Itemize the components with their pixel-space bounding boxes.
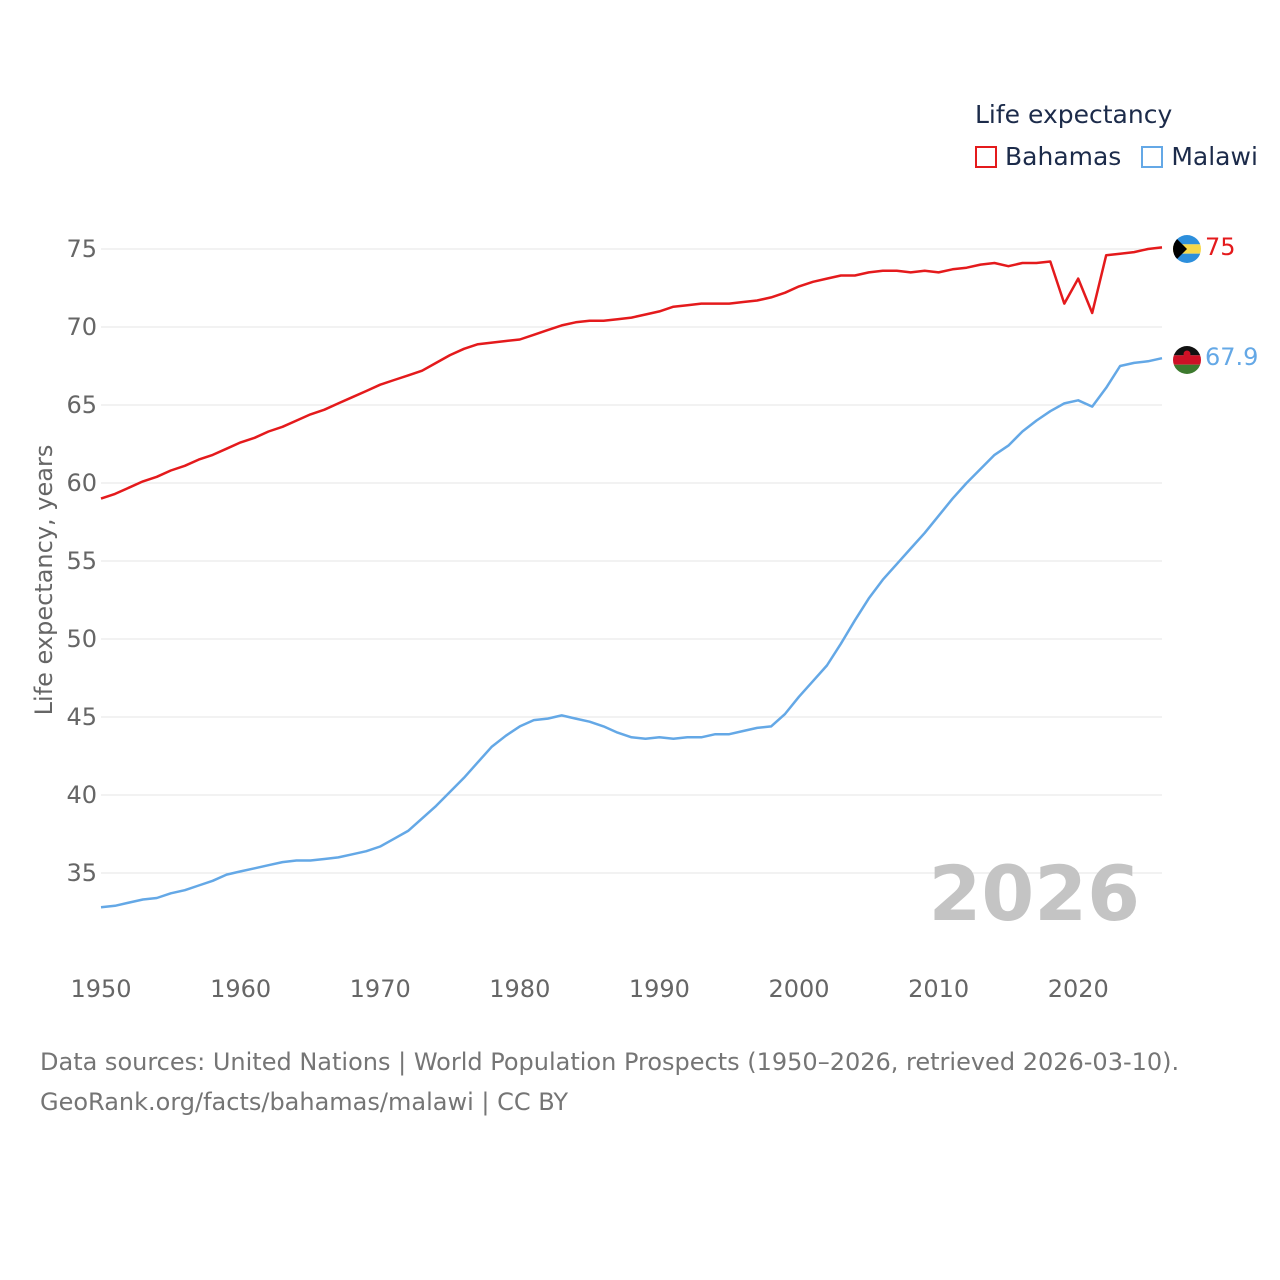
legend-title: Life expectancy	[975, 100, 1173, 129]
x-axis-ticks: 1950 1960 1970 1980 1990 2000 2010 2020	[70, 975, 1108, 1003]
legend-label-bahamas: Bahamas	[1005, 142, 1122, 171]
y-tick-label: 65	[66, 391, 97, 419]
bahamas-end-label: 75	[1205, 233, 1236, 261]
x-tick-label: 2000	[768, 975, 829, 1003]
footer: Data sources: United Nations | World Pop…	[40, 1042, 1179, 1122]
x-tick-label: 1990	[629, 975, 690, 1003]
series-line-malawi[interactable]	[100, 356, 1163, 909]
x-tick-label: 2020	[1048, 975, 1109, 1003]
legend-item-bahamas[interactable]: Bahamas	[975, 142, 1121, 171]
y-axis-ticks: 35 40 45 50 55 60 65 70 75	[66, 235, 97, 887]
year-stamp: 2026	[928, 849, 1140, 938]
y-tick-label: 55	[66, 547, 97, 575]
x-tick-label: 1960	[210, 975, 271, 1003]
legend: Bahamas Malawi	[975, 142, 1278, 171]
gridlines	[101, 248, 1162, 874]
legend-swatch-malawi	[1141, 145, 1164, 168]
x-tick-label: 1950	[70, 975, 131, 1003]
legend-item-malawi[interactable]: Malawi	[1141, 142, 1258, 171]
y-tick-label: 70	[66, 313, 97, 341]
attribution-link[interactable]: GeoRank.org/facts/bahamas/malawi | CC BY	[40, 1088, 569, 1116]
legend-label-malawi: Malawi	[1171, 142, 1258, 171]
y-tick-label: 45	[66, 703, 97, 731]
x-tick-label: 1980	[489, 975, 550, 1003]
y-tick-label: 50	[66, 625, 97, 653]
series-line-bahamas[interactable]	[100, 246, 1163, 500]
data-sources-text: Data sources: United Nations | World Pop…	[40, 1048, 1180, 1076]
legend-swatch-bahamas	[975, 145, 997, 168]
malawi-flag-icon	[1173, 346, 1201, 374]
x-tick-label: 2010	[908, 975, 969, 1003]
y-axis-title: Life expectancy, years	[30, 445, 58, 716]
y-tick-label: 40	[66, 781, 97, 809]
y-tick-label: 35	[66, 859, 97, 887]
x-tick-label: 1970	[350, 975, 411, 1003]
series-lines	[100, 246, 1163, 909]
malawi-end-label: 67.9	[1205, 343, 1258, 371]
y-tick-label: 60	[66, 469, 97, 497]
bahamas-flag-icon	[1173, 235, 1201, 263]
y-tick-label: 75	[66, 235, 97, 263]
